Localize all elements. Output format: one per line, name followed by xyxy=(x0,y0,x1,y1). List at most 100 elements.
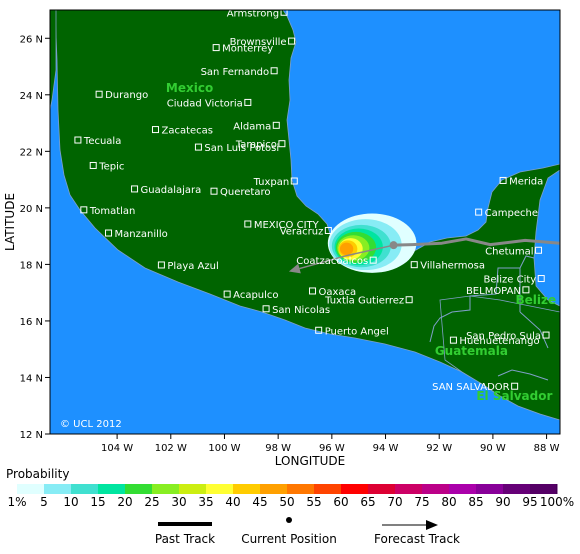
city-marker xyxy=(210,187,218,195)
legend-title: Probability xyxy=(6,467,69,481)
city: Tuxpan xyxy=(253,177,298,188)
legend-swatch xyxy=(556,484,557,494)
lon-tick-label: 88 W xyxy=(534,443,560,454)
lat-tick-label: 24 N xyxy=(20,91,43,102)
city-marker xyxy=(223,290,231,298)
legend-level-label: 95 xyxy=(522,495,537,509)
city-marker xyxy=(324,226,332,234)
city: Tomatlan xyxy=(80,206,135,217)
city-marker xyxy=(535,246,543,254)
legend-swatch xyxy=(314,484,342,494)
legend-swatch xyxy=(44,484,72,494)
legend-level-label: 5 xyxy=(40,495,48,509)
forecast-track-arrowhead xyxy=(288,263,301,274)
city: Oaxaca xyxy=(309,287,356,298)
legend-level-label: 65 xyxy=(360,495,375,509)
legend-level-label: 50 xyxy=(279,495,294,509)
city-marker xyxy=(105,229,113,237)
legend-color-bar xyxy=(17,484,558,494)
city-marker xyxy=(244,220,252,228)
legend-swatch xyxy=(233,484,261,494)
city: Coatzacoalcos xyxy=(296,256,377,267)
city-marker xyxy=(309,287,317,295)
city-label: Guadalajara xyxy=(141,185,202,196)
country-label: Guatemala xyxy=(435,344,508,358)
city: Guadalajara xyxy=(131,185,202,196)
legend-level-label: 45 xyxy=(252,495,267,509)
current-position-key-dot xyxy=(286,517,292,523)
city-label: Tuxpan xyxy=(253,177,290,188)
city-marker xyxy=(405,296,413,304)
city: Queretaro xyxy=(210,187,270,198)
city-label: SAN SALVADOR xyxy=(432,382,509,393)
legend-level-label: 10 xyxy=(63,495,78,509)
city-marker xyxy=(449,336,457,344)
city-marker xyxy=(151,126,159,134)
city: Puerto Angel xyxy=(315,326,389,337)
city-label: MEXICO CITY xyxy=(254,220,320,231)
city-marker xyxy=(157,261,165,269)
city-marker xyxy=(278,140,286,148)
lon-tick-label: 94 W xyxy=(373,443,399,454)
city-marker xyxy=(511,382,519,390)
city-marker xyxy=(95,90,103,98)
lat-tick-label: 16 N xyxy=(20,317,43,328)
city-marker xyxy=(288,37,296,45)
longitude-axis: 104 W 102 W 100 W 98 W 96 W 94 W 92 W 90 W 88 W xyxy=(101,434,560,454)
city: Chetumal xyxy=(485,246,543,257)
city: Huehuetenango xyxy=(449,336,540,347)
legend-swatch xyxy=(341,484,369,494)
baja-california xyxy=(50,10,57,111)
city-label: Villahermosa xyxy=(420,261,485,272)
city-label: Acapulco xyxy=(233,290,278,301)
city: Belize City xyxy=(483,275,545,286)
legend-level-label: 100% xyxy=(540,495,574,509)
city-label: Campeche xyxy=(485,208,538,219)
lat-tick-label: 18 N xyxy=(20,260,43,271)
lon-tick-label: 100 W xyxy=(208,443,240,454)
city-marker xyxy=(315,326,323,334)
legend-level-label: 80 xyxy=(441,495,456,509)
probability-legend: Probability 1% 5 10 15 20 25 30 35 40 45 50 55 60 65 7… xyxy=(6,467,574,509)
legend-level-label: 55 xyxy=(306,495,321,509)
lat-tick-label: 14 N xyxy=(20,373,43,384)
city-label: Chetumal xyxy=(485,246,533,257)
city: San Pedro Sula xyxy=(466,331,550,342)
legend-level-label: 60 xyxy=(333,495,348,509)
legend-swatch xyxy=(260,484,288,494)
country-labels: Mexico Guatemala Belize El Salvador xyxy=(166,81,556,403)
legend-swatch xyxy=(530,484,558,494)
lon-tick-label: 92 W xyxy=(426,443,452,454)
city-label: San Pedro Sula xyxy=(466,331,541,342)
forecast-track-key-label: Forecast Track xyxy=(374,532,460,546)
city-label: Tuxtla Gutierrez xyxy=(324,296,404,307)
city-label: Tecuala xyxy=(83,136,121,147)
city: San Luis Potosi xyxy=(194,143,279,154)
latitude-axis: 26 N 24 N 22 N 20 N 18 N 16 N 14 N 12 N xyxy=(20,34,50,441)
city-marker xyxy=(475,208,483,216)
city: Armstrong xyxy=(227,10,288,19)
current-position-marker xyxy=(389,241,398,250)
legend-swatch xyxy=(476,484,504,494)
map-frame xyxy=(49,9,561,435)
lat-tick-label: 26 N xyxy=(20,34,43,45)
probability-contour-45 xyxy=(339,242,354,256)
country-borders xyxy=(429,255,549,381)
city-marker xyxy=(244,98,252,106)
lat-tick-label: 22 N xyxy=(20,147,43,158)
lon-tick-label: 98 W xyxy=(265,443,291,454)
city-marker xyxy=(80,206,88,214)
legend-swatch xyxy=(125,484,153,494)
city-marker xyxy=(410,261,418,269)
city-label: Aldama xyxy=(233,121,271,132)
city-label: San Luis Potosi xyxy=(204,143,279,154)
probability-contours xyxy=(327,213,417,273)
city: Manzanillo xyxy=(105,229,168,240)
city-marker xyxy=(131,185,139,193)
city-marker xyxy=(272,121,280,129)
x-axis-title: LONGITUDE xyxy=(275,454,345,468)
city: Zacatecas xyxy=(151,126,213,137)
city-label: Veracruz xyxy=(280,226,324,237)
